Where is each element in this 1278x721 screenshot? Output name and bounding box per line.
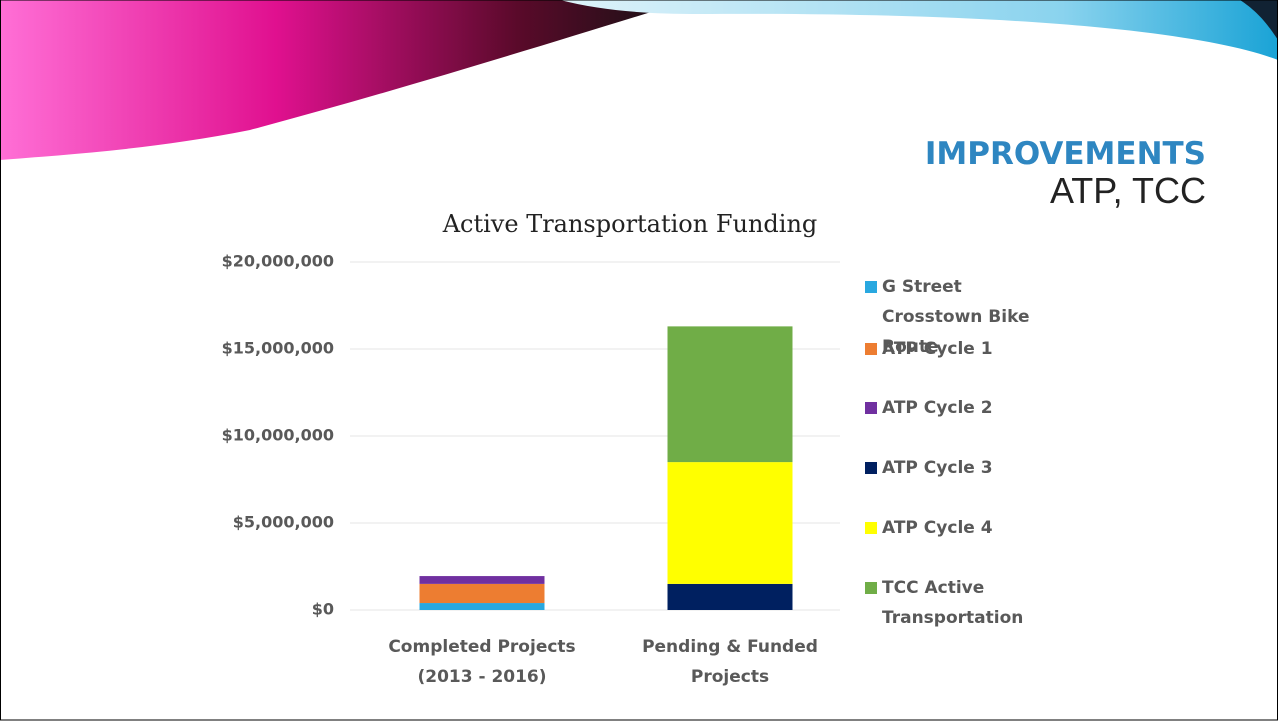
legend-swatch (865, 462, 877, 474)
legend-label: ATP Cycle 3 (882, 453, 1067, 483)
y-tick-label: $0 (312, 600, 334, 619)
legend-label: ATP Cycle 4 (882, 513, 1067, 543)
y-tick-label: $15,000,000 (222, 339, 334, 358)
chart: $0 $5,000,000 $10,000,000 $15,000,000 $20,00… (0, 0, 1278, 721)
legend-label: TCC Active Transportation (882, 573, 1067, 633)
slide: $0 $5,000,000 $10,000,000 $15,000,000 $20,00… (0, 0, 1278, 721)
legend-label: ATP Cycle 1 (882, 334, 1067, 364)
legend-swatch (865, 343, 877, 355)
y-tick-label: $20,000,000 (222, 252, 334, 271)
bar-segment (420, 603, 545, 610)
slide-subtitle: ATP, TCC (1050, 170, 1206, 212)
swoosh (0, 0, 690, 160)
legend-swatch (865, 281, 877, 293)
legend-label: ATP Cycle 2 (882, 393, 1067, 423)
bar-segment (420, 584, 545, 603)
bar-segment (668, 326, 793, 462)
legend-swatch (865, 402, 877, 414)
chart-title: Active Transportation Funding (300, 210, 960, 238)
bar-segment (668, 584, 793, 610)
x-tick-label: Pending & Funded Projects (635, 632, 825, 692)
bar-segment (668, 462, 793, 584)
y-tick-label: $10,000,000 (222, 426, 334, 445)
legend-swatch (865, 522, 877, 534)
legend-swatch (865, 582, 877, 594)
y-tick-label: $5,000,000 (233, 513, 334, 532)
bar-segment (420, 576, 545, 584)
swoosh (560, 0, 1278, 60)
slide-title: IMPROVEMENTS (925, 136, 1206, 172)
x-tick-label: Completed Projects (2013 - 2016) (387, 632, 577, 692)
